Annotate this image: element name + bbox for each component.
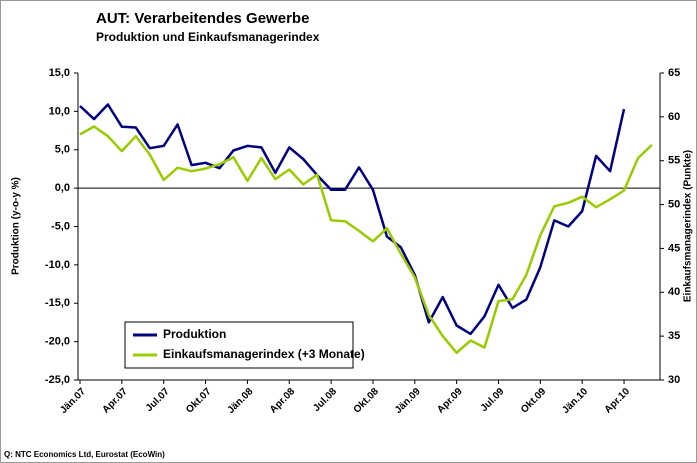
y-tick-label: 5,0 — [55, 144, 70, 156]
y-axis-title: Produktion (y-o-y %) — [11, 177, 22, 275]
chart-subtitle: Produktion und Einkaufsmanagerindex — [96, 30, 320, 44]
y2-tick-label: 60 — [668, 111, 680, 123]
series-line — [79, 125, 653, 355]
y2-tick-label: 30 — [668, 374, 680, 386]
y2-tick-label: 35 — [668, 330, 680, 342]
source-note: Q: NTC Economics Ltd, Eurostat (EcoWin) — [4, 450, 165, 459]
y2-tick-label: 50 — [668, 198, 680, 210]
y-tick-label: -5,0 — [51, 220, 70, 232]
y2-tick-label: 65 — [668, 67, 680, 79]
y-tick-label: 0,0 — [55, 182, 70, 194]
y2-tick-label: 45 — [668, 242, 680, 254]
y2-axis-title: Einkaufsmanagerindex (Punkte) — [683, 150, 694, 302]
y-tick-label: -25,0 — [45, 374, 70, 386]
chart-title: AUT: Verarbeitendes Gewerbe — [96, 10, 309, 27]
legend-label: Produktion — [163, 327, 226, 341]
y-tick-label: -15,0 — [45, 297, 70, 309]
y-tick-label: 15,0 — [49, 67, 70, 79]
legend-box — [124, 321, 354, 369]
y2-tick-label: 55 — [668, 155, 680, 167]
y-tick-label: 10,0 — [49, 105, 70, 117]
legend-label: Einkaufsmanagerindex (+3 Monate) — [163, 347, 365, 361]
y-tick-label: -10,0 — [45, 259, 70, 271]
y2-tick-label: 40 — [668, 286, 680, 298]
y-tick-label: -20,0 — [45, 336, 70, 348]
series-line — [79, 103, 626, 336]
